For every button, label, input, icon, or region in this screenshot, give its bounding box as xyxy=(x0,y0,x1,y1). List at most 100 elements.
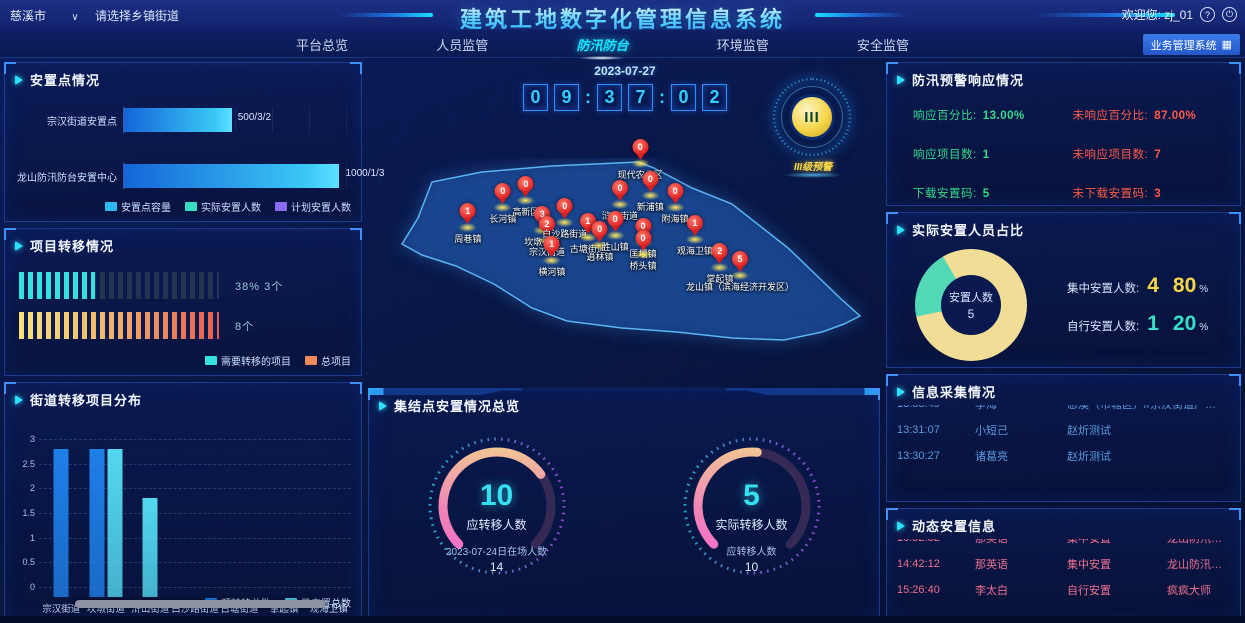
map-marker[interactable]: 1 古塘街道 xyxy=(570,213,606,255)
table-cell-name: 那英语 xyxy=(975,559,1008,571)
tab-环境监管[interactable]: 环境监管 xyxy=(716,37,769,53)
bar[interactable] xyxy=(142,498,158,597)
map-marker[interactable]: 0 桥头镇 xyxy=(630,230,657,272)
legend-label: 实际安置人数 xyxy=(201,203,261,214)
segmented-bar[interactable] xyxy=(19,272,219,299)
help-icon[interactable]: ? xyxy=(1200,7,1215,22)
gauge-text: 10 应转移人数 2023-07-24日在场人数 14 xyxy=(383,479,611,574)
panel-assembly-overview: 集结点安置情况总览 10 应转移人数 2023-07-24日在场人数 14 5 实际转移人… xyxy=(368,388,880,621)
map-marker[interactable]: 0 附海镇 xyxy=(662,183,689,225)
map-pin-icon: 0 xyxy=(607,210,624,227)
city-map[interactable]: 0现代农业区0长河镇0高新区1周巷镇3坎墩街道2宗汉街道0浒山街道0新浦镇0附海… xyxy=(392,138,872,396)
bar[interactable] xyxy=(89,449,105,597)
table-row[interactable]: 13:33:49李海 慈溪（市辖区）//宗汉街道广… xyxy=(897,405,1230,417)
map-pin-icon: 1 xyxy=(579,213,596,230)
stat-label: 响应项目数: xyxy=(913,149,977,161)
map-marker[interactable]: 0 胜山镇 xyxy=(602,210,629,253)
map-marker[interactable]: 0 现代农业区 xyxy=(618,138,663,181)
x-axis-label: 观海卫镇 xyxy=(309,604,348,615)
map-pin-icon: 5 xyxy=(731,250,748,267)
segmented-bar-row: 38% 3个 xyxy=(19,272,361,299)
x-axis-label: 浒山街道 xyxy=(131,604,170,615)
legend-item: 总项目 xyxy=(305,353,351,368)
tab-平台总览[interactable]: 平台总览 xyxy=(296,37,349,53)
map-marker-label: 古塘街道 xyxy=(569,244,606,255)
table-cell-name: 小短己 xyxy=(975,425,1008,437)
ratio-stat-row: 集中安置人数: 4 80% xyxy=(1067,274,1208,298)
business-system-button[interactable]: 业务管理系统 ▦ xyxy=(1142,34,1240,55)
segmented-bar[interactable] xyxy=(19,312,219,339)
map-pin-icon: 0 xyxy=(494,183,511,200)
map-marker[interactable]: 0 逍林镇 xyxy=(586,220,613,263)
map-marker[interactable]: 0 白沙路街道 xyxy=(542,198,587,240)
town-select[interactable]: 请选择乡镇街道 xyxy=(95,7,179,24)
date-text: 2023-07-27 xyxy=(594,64,656,78)
table-row[interactable]: 15:26:40 李太白 自行安置 疯疯大师 xyxy=(897,577,1230,603)
legend-label: 总项目 xyxy=(321,357,351,368)
map-marker[interactable]: 1 周巷镇 xyxy=(454,203,481,245)
panel-title-text: 防汛预警响应情况 xyxy=(912,73,1025,88)
map-marker[interactable]: 2 掌起镇 xyxy=(706,243,733,285)
map-marker-label: 白沙路街道 xyxy=(542,229,588,240)
user-area: 欢迎您: zj_01 ? ⏻ xyxy=(1122,6,1237,23)
table-row[interactable]: 10:52:32那英语 集中安置 龙山防汛防台安置… xyxy=(897,539,1230,551)
gauge: 5 实际转移人数 应转移人数 10 xyxy=(638,421,866,617)
map-marker[interactable]: 0 新浦镇 xyxy=(637,170,664,213)
map-marker[interactable]: 1 横河镇 xyxy=(538,235,565,278)
map-pin-glow xyxy=(542,255,561,265)
panel-title-text: 动态安置信息 xyxy=(912,519,997,534)
chart-horizontal-scrollbar[interactable] xyxy=(75,600,325,608)
stat-label: 下载安置码: xyxy=(913,188,977,200)
y-axis-tick: 2 xyxy=(29,483,35,494)
street-distribution-chart: 0 0.5 1 1.5 2 2.5 3 宗汉街道 坎墩街道 浒山街道 白沙路街道 古塘街道 掌起镇 观海卫… xyxy=(22,434,351,615)
table-row[interactable]: 13:31:07 小短己 赵炘测试 xyxy=(897,417,1230,443)
table-row[interactable]: 14:42:12 那英语 集中安置 龙山防汛防台安置… xyxy=(897,551,1230,577)
gauge-sub-value: 14 xyxy=(489,560,504,574)
table-cell-time: 14:42:12 xyxy=(897,558,940,570)
bar[interactable] xyxy=(124,164,340,188)
x-axis-label: 宗汉街道 xyxy=(42,604,81,615)
map-pin-icon: 0 xyxy=(591,220,608,237)
map-pin-glow xyxy=(516,195,535,205)
table-cell-type: 集中安置 xyxy=(1067,559,1111,571)
gauge: 10 应转移人数 2023-07-24日在场人数 14 xyxy=(383,421,611,617)
bar-group xyxy=(53,449,69,597)
table-row[interactable]: 13:30:27 诸葛亮 赵炘测试 xyxy=(897,443,1230,469)
top-header: 慈溪市 ∨ 请选择乡镇街道 建筑工地数字化管理信息系统 欢迎您: zj_01 ?… xyxy=(0,0,1245,32)
legend-swatch xyxy=(205,356,217,365)
map-marker[interactable]: 1 观海卫镇 xyxy=(677,215,713,257)
ratio-stat-percent: 20 xyxy=(1172,312,1197,335)
y-axis-tick: 1 xyxy=(29,532,35,543)
panel-title-text: 集结点安置情况总览 xyxy=(394,399,521,414)
bar[interactable] xyxy=(124,108,232,132)
tab-安全监管[interactable]: 安全监管 xyxy=(856,37,909,53)
gauge-sub-value: 10 xyxy=(744,560,759,574)
legend-label: 计划安置人数 xyxy=(291,203,351,214)
table-cell-time: 10:52:32 xyxy=(897,539,975,544)
bar[interactable] xyxy=(53,449,69,597)
bar-value-label: 1000/1/3 xyxy=(345,168,385,179)
map-marker[interactable]: 5 龙山镇（滨海经济开发区） xyxy=(686,250,794,293)
map-marker[interactable]: 0 高新区 xyxy=(512,175,539,218)
settlement-bar-row: 龙山防汛防台安置中心 1000/1/3 xyxy=(5,157,384,195)
percent-sign: % xyxy=(1199,322,1209,333)
table-cell-point: 龙山防汛防台安置… xyxy=(1167,539,1230,545)
map-pin-glow xyxy=(685,235,704,244)
bar[interactable] xyxy=(107,449,123,597)
map-marker-label: 长河镇 xyxy=(489,214,517,225)
gauge-svg xyxy=(428,437,565,575)
city-select[interactable]: 慈溪市 ∨ xyxy=(10,7,79,24)
tab-防汛防台[interactable]: 防汛防台 xyxy=(570,31,634,58)
page-title: 建筑工地数字化管理信息系统 xyxy=(0,2,1245,34)
gauge-sub-label: 2023-07-24日在场人数 xyxy=(445,547,548,558)
tab-人员监管[interactable]: 人员监管 xyxy=(436,37,489,53)
x-axis-label: 坎墩街道 xyxy=(86,604,125,615)
stat-label: 未响应项目数: xyxy=(1072,149,1149,161)
stat-value: 13.00% xyxy=(982,110,1025,122)
map-pin-glow xyxy=(631,158,650,168)
map-marker[interactable]: 0 长河镇 xyxy=(489,183,516,225)
panel-dynamic-settlement: 动态安置信息 10:52:32那英语集中安置龙山防汛防台安置… 14:42:12 那… xyxy=(886,508,1241,621)
badge-inner-ring xyxy=(781,86,843,148)
logout-icon[interactable]: ⏻ xyxy=(1222,7,1237,22)
